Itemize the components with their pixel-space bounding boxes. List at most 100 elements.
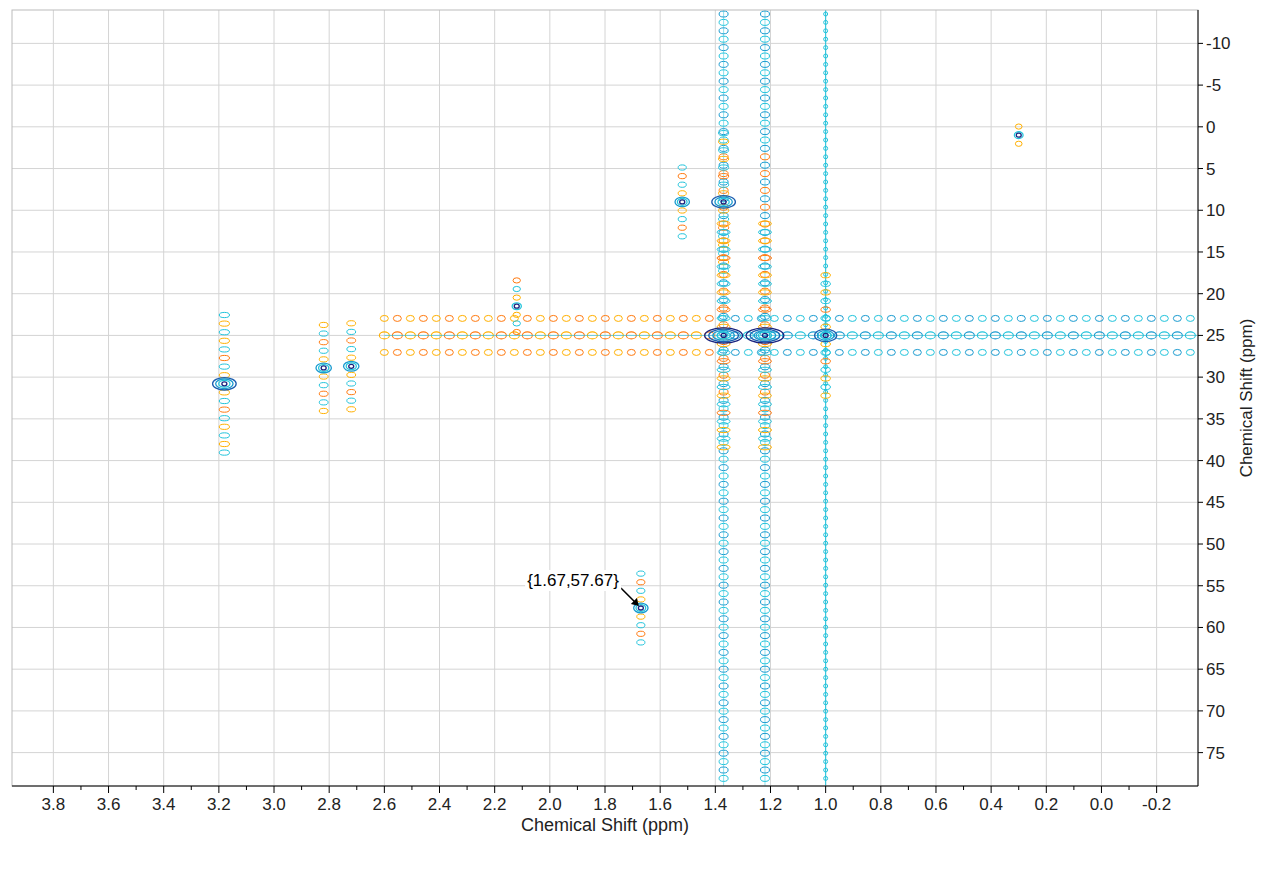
x-tick-label: 2.2 <box>483 795 507 814</box>
t2-noise-contour <box>913 349 921 355</box>
peak-ringing <box>758 376 771 381</box>
y-tick-label: 75 <box>1206 744 1225 763</box>
peak-ringing <box>758 290 771 295</box>
y-axis-title: Chemical Shift (ppm) <box>1237 319 1256 478</box>
x-minor-tick <box>136 786 137 790</box>
t2-noise-contour <box>653 349 661 355</box>
t1-noise-contour <box>824 692 828 696</box>
t1-noise-contour <box>760 490 769 496</box>
y-tick-label: 65 <box>1206 660 1225 679</box>
peak-ringing <box>347 407 356 412</box>
t1-noise-contour <box>824 88 828 92</box>
x-minor-tick <box>742 786 743 790</box>
peak-contour <box>817 331 833 341</box>
x-minor-tick <box>632 786 633 790</box>
t1-noise-contour <box>824 474 828 478</box>
y-tick <box>1198 251 1203 252</box>
t1-noise-contour <box>760 78 769 84</box>
x-tick-label: 3.8 <box>42 795 66 814</box>
t2-noise-contour <box>653 315 661 321</box>
peak-ringing <box>758 264 771 269</box>
t1-noise-contour <box>719 481 728 487</box>
y-tick-label: 10 <box>1206 201 1225 220</box>
t1-noise-contour <box>760 95 769 101</box>
peak-ringing <box>758 367 771 372</box>
annotation-background <box>525 570 621 591</box>
t2-noise-contour <box>679 315 687 321</box>
t1-noise-contour <box>719 36 728 42</box>
t2-noise-contour <box>419 349 427 355</box>
t2-noise-contour <box>1069 349 1077 355</box>
t1-noise-contour <box>824 146 828 150</box>
t2-noise-contour <box>471 349 479 355</box>
plot-frame <box>12 10 1198 786</box>
peak-ringing <box>513 321 520 326</box>
t2-noise-contour <box>1121 349 1129 355</box>
peak-ringing <box>758 238 771 243</box>
t2-noise-contour <box>692 315 700 321</box>
t1-noise-contour <box>760 465 769 471</box>
peak-ringing <box>678 191 686 196</box>
t1-noise-contour <box>760 591 769 597</box>
t1-noise-contour <box>824 701 828 705</box>
t2-noise-contour <box>1017 349 1025 355</box>
t2-noise-contour <box>926 349 934 355</box>
t1-noise-contour <box>824 776 828 780</box>
t2-noise-contour <box>419 315 427 321</box>
peak <box>705 221 743 450</box>
peak-contour <box>1014 132 1023 139</box>
peak-ringing <box>717 410 730 415</box>
peak-ringing <box>319 348 328 353</box>
t1-noise-contour <box>719 582 728 588</box>
t1-noise-contour <box>719 87 728 93</box>
t1-noise-contour <box>824 264 828 268</box>
t2-noise-contour <box>1030 315 1038 321</box>
t1-noise-contour <box>760 120 769 126</box>
t1-noise-contour <box>824 676 828 680</box>
t2-noise-contour <box>913 315 921 321</box>
t2-noise-contour <box>1108 315 1116 321</box>
t2-noise-contour <box>965 315 973 321</box>
t1-noise-contour <box>824 734 828 738</box>
peak-ringing <box>719 148 729 153</box>
t1-noise-contour <box>760 641 769 647</box>
y-tick-label: -10 <box>1206 34 1231 53</box>
t1-noise-contour <box>824 398 828 402</box>
t2-noise <box>379 315 1198 355</box>
t2-noise-contour <box>809 349 817 355</box>
x-tick-label: 1.2 <box>759 795 783 814</box>
peak-contour <box>316 363 331 373</box>
t1-noise-contour <box>719 61 728 67</box>
t1-noise-contour <box>760 129 769 135</box>
peak-contour <box>216 379 233 389</box>
x-tick <box>384 786 385 793</box>
y-tick <box>1198 210 1203 211</box>
t1-noise-contour <box>824 659 828 663</box>
peak-ringing <box>319 391 328 396</box>
t1-noise-contour <box>760 137 769 143</box>
peak-ringing <box>219 321 229 326</box>
peak-ringing <box>719 131 729 136</box>
t1-noise-contour <box>719 767 728 773</box>
peak-ringing <box>758 384 771 389</box>
peak <box>815 273 837 399</box>
t1-noise-contour <box>719 288 728 294</box>
grid-line <box>12 251 1198 252</box>
t2-noise-contour <box>575 349 583 355</box>
peak-ringing <box>717 307 730 312</box>
t1-noise-contour <box>824 239 828 243</box>
t1-noise-contour <box>719 78 728 84</box>
y-tick-label: 50 <box>1206 535 1225 554</box>
t2-noise-contour <box>601 315 609 321</box>
y-tick <box>1198 585 1203 586</box>
t1-noise-contour <box>824 96 828 100</box>
t2-noise-contour <box>432 349 440 355</box>
t2-noise-contour <box>1043 349 1051 355</box>
t1-noise-contour <box>719 775 728 781</box>
t1-noise-contour <box>719 591 728 597</box>
t2-noise-contour <box>627 349 635 355</box>
t2-noise-contour <box>1108 349 1116 355</box>
t2-noise-contour <box>497 315 505 321</box>
peak-contour <box>717 332 730 339</box>
t1-noise-contour <box>824 684 828 688</box>
